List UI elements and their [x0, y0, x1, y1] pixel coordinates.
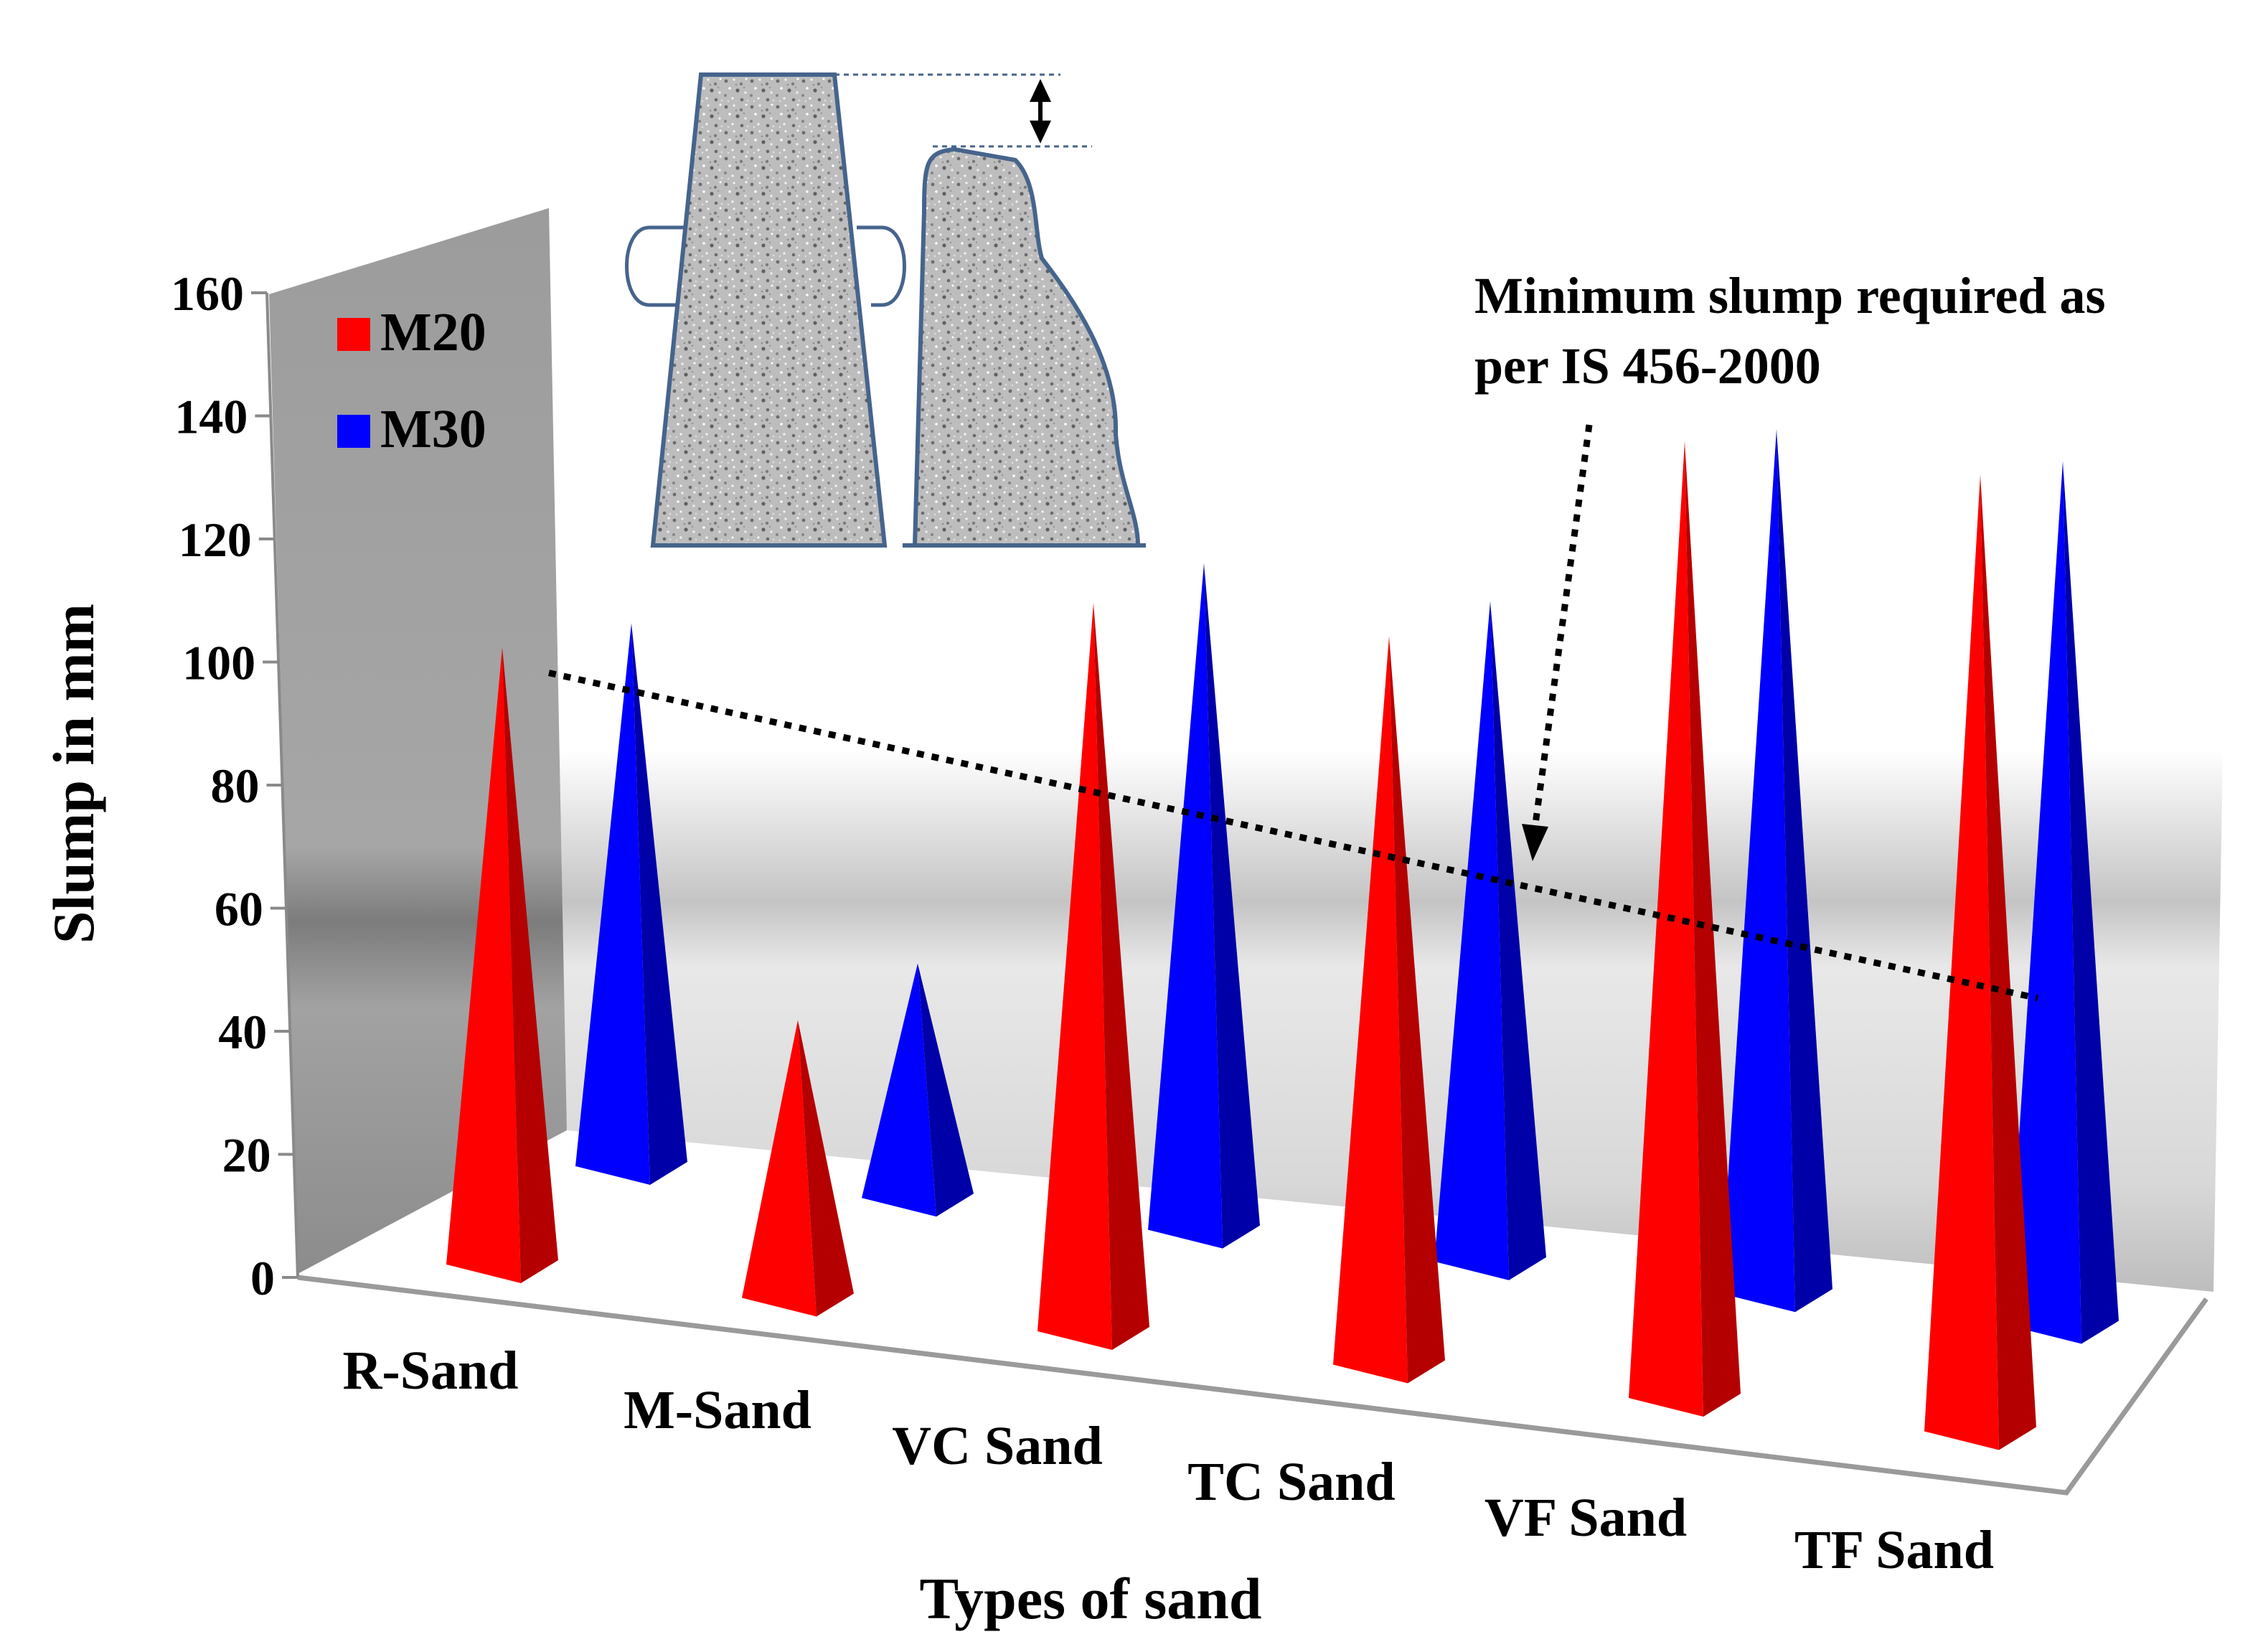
x-category-label: TF Sand: [1794, 1520, 1994, 1580]
annotation-line-2: per IS 456-2000: [1474, 337, 1821, 395]
legend-swatch-m20: [337, 318, 370, 351]
cone-face-shaded: [1490, 601, 1546, 1280]
legend-label-m20: M20: [380, 302, 486, 362]
slump-arrowhead-down: [1030, 121, 1051, 144]
legend-swatch-m30: [337, 415, 370, 448]
y-tick-label: 60: [215, 882, 263, 937]
cone-face-lit: [742, 1020, 817, 1317]
cone-face-shaded: [1980, 474, 2036, 1450]
y-tick-label: 160: [171, 266, 244, 321]
y-tick-label: 100: [182, 636, 255, 690]
cone-m20-tc-sand: [1333, 636, 1445, 1384]
y-axis-ticks: 0 20 40 60 80 100 120 140 160: [171, 266, 298, 1305]
cone-m20-tf-sand: [1924, 474, 2036, 1450]
y-tick-label: 20: [222, 1128, 271, 1183]
cone-face-shaded: [1093, 603, 1149, 1351]
x-category-label: M-Sand: [624, 1380, 811, 1440]
chart-marks: [446, 429, 2119, 1450]
cone-face-lit: [1037, 603, 1112, 1351]
x-category-label: VC Sand: [892, 1416, 1103, 1476]
cone-face-shaded: [502, 647, 558, 1283]
cone-face-lit: [2007, 461, 2081, 1344]
annotation-line-1: Minimum slump required as: [1474, 267, 2105, 324]
cone-face-shaded: [1389, 636, 1445, 1384]
cone-face-lit: [446, 647, 521, 1283]
y-tick-label: 40: [218, 1005, 267, 1059]
cone-m20-r-sand: [446, 647, 558, 1283]
cone-face-lit: [862, 963, 936, 1217]
y-axis-title: Slump in mm: [41, 604, 106, 944]
x-axis-title: Types of sand: [920, 1566, 1262, 1631]
x-category-label: R-Sand: [343, 1341, 519, 1401]
cone-m30-tf-sand: [2007, 461, 2119, 1344]
slump-cone-mould: [650, 72, 888, 548]
floor-outline: [297, 1275, 2208, 1496]
slumped-concrete: [912, 146, 1141, 548]
cone-handle-left: [625, 225, 691, 307]
cone-face-lit: [1721, 429, 1795, 1313]
cone-m30-r-sand: [575, 623, 687, 1185]
cone-face-lit: [1629, 441, 1703, 1417]
annotation-arrowhead: [1522, 824, 1548, 861]
y-tick-label: 0: [250, 1251, 275, 1305]
x-axis-category-labels: R-Sand M-Sand VC Sand TC Sand VF Sand TF Sand: [343, 1341, 1995, 1580]
cone-handle-right: [857, 225, 906, 307]
cone-face-shaded: [918, 963, 974, 1217]
x-category-label: TC Sand: [1187, 1452, 1395, 1512]
minimum-slump-line: [548, 670, 2038, 1002]
cone-m30-m-sand: [862, 963, 974, 1217]
cone-face-lit: [1333, 636, 1408, 1384]
y-tick-label: 80: [211, 759, 260, 813]
y-tick-label: 140: [174, 390, 248, 444]
x-category-label: VF Sand: [1484, 1488, 1687, 1548]
cone-face-shaded: [798, 1020, 854, 1317]
cone-face-shaded: [1204, 563, 1260, 1249]
cone-face-lit: [575, 623, 650, 1185]
cone-m30-tc-sand: [1434, 601, 1546, 1280]
cone-m20-m-sand: [742, 1020, 854, 1317]
cone-m20-vc-sand: [1037, 603, 1149, 1351]
slump-arrowhead-up: [1030, 79, 1051, 102]
cone-face-lit: [1924, 474, 1999, 1450]
slump-test-illustration: [625, 72, 1146, 548]
y-tick-label: 120: [179, 512, 252, 567]
legend-label-m30: M30: [380, 399, 486, 459]
cone-face-shaded: [2063, 461, 2119, 1344]
cone-m30-vf-sand: [1721, 429, 1832, 1313]
cone-face-lit: [1434, 601, 1509, 1280]
cone-face-lit: [1148, 563, 1223, 1249]
cone-m30-vc-sand: [1148, 563, 1260, 1249]
cone-face-shaded: [631, 623, 687, 1185]
annotation-arrow: [1532, 424, 1593, 825]
cone-face-shaded: [1777, 429, 1832, 1313]
